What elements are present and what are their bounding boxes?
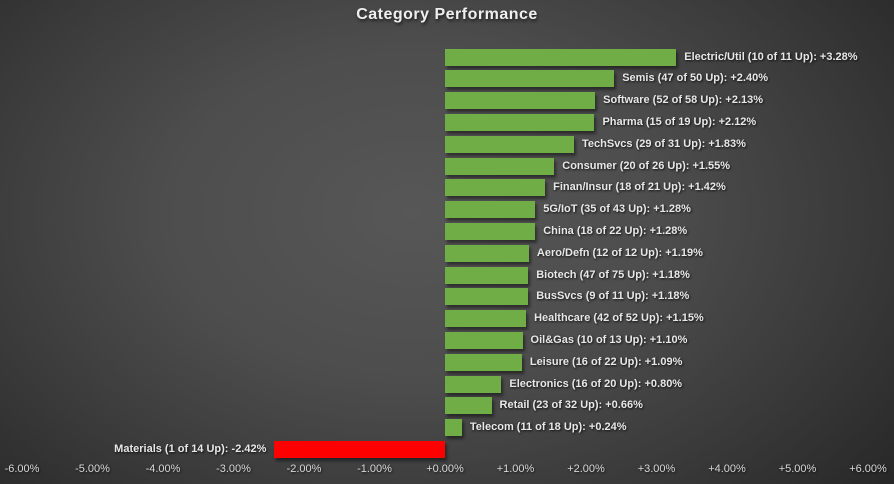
x-axis-tick-label: -5.00% — [75, 463, 110, 475]
bar-label: Biotech (47 of 75 Up): +1.18% — [536, 268, 690, 281]
x-axis-tick-label: +6.00% — [849, 463, 887, 475]
x-axis-tick-label: -1.00% — [357, 463, 392, 475]
bar-bussvcs — [445, 288, 529, 306]
bar-label: 5G/IoT (35 of 43 Up): +1.28% — [543, 203, 691, 216]
x-axis-tick-label: +5.00% — [778, 463, 817, 475]
bar-telecom — [445, 419, 462, 437]
x-axis-tick-label: +3.00% — [637, 463, 676, 475]
bar-semis — [445, 70, 615, 88]
bar-biotech — [445, 266, 529, 284]
bar-label: Electronics (16 of 20 Up): +0.80% — [509, 377, 683, 390]
bar-healthcare — [445, 310, 527, 328]
bar-label: Pharma (15 of 19 Up): +2.12% — [602, 115, 757, 128]
bar-software — [445, 92, 596, 110]
bar-label: Oil&Gas (10 of 13 Up): +1.10% — [530, 333, 688, 346]
bar-label: Healthcare (42 of 52 Up): +1.15% — [534, 312, 704, 325]
chart-title: Category Performance — [356, 6, 538, 23]
bar-label: Electric/Util (10 of 11 Up): +3.28% — [684, 50, 858, 63]
bar-label: Consumer (20 of 26 Up): +1.55% — [562, 159, 731, 172]
bar-5g-iot — [445, 201, 536, 219]
bar-techsvcs — [445, 135, 574, 153]
bar-consumer — [445, 157, 555, 175]
bar-electronics — [445, 375, 502, 393]
x-axis-tick-label: -3.00% — [216, 463, 251, 475]
bar-label: Finan/Insur (18 of 21 Up): +1.42% — [553, 181, 726, 194]
bar-label: TechSvcs (29 of 31 Up): +1.83% — [582, 137, 746, 150]
bar-label: China (18 of 22 Up): +1.28% — [543, 224, 688, 237]
bar-china — [445, 222, 536, 240]
bar-label: Semis (47 of 50 Up): +2.40% — [622, 72, 768, 85]
bar-label: Aero/Defn (12 of 12 Up): +1.19% — [536, 246, 703, 259]
x-axis-tick-label: +4.00% — [708, 463, 746, 475]
x-axis-tick-label: +2.00% — [567, 463, 605, 475]
bar-finan-insur — [445, 179, 546, 197]
bar-label: Retail (23 of 32 Up): +0.66% — [499, 399, 643, 412]
bar-label: Telecom (11 of 18 Up): +0.24% — [469, 421, 627, 434]
bar-electric-util — [445, 48, 677, 66]
x-axis-tick-label: -4.00% — [145, 463, 181, 475]
x-axis-tick-label: -2.00% — [286, 463, 322, 475]
x-axis-tick-label: +0.00% — [426, 463, 464, 475]
bar-label: Software (52 of 58 Up): +2.13% — [603, 94, 764, 107]
bar-label: Materials (1 of 14 Up): -2.42% — [114, 442, 267, 455]
bar-aero-defn — [445, 244, 529, 262]
bar-materials — [274, 440, 445, 458]
x-axis-tick-label: -6.00% — [4, 463, 40, 475]
bar-label: BusSvcs (9 of 11 Up): +1.18% — [536, 290, 690, 303]
bar-retail — [445, 397, 492, 415]
bar-leisure — [445, 353, 522, 371]
x-axis-tick-label: +1.00% — [496, 463, 535, 475]
bar-pharma — [445, 113, 595, 131]
bar-oil-gas — [445, 331, 523, 349]
bar-label: Leisure (16 of 22 Up): +1.09% — [529, 355, 683, 368]
